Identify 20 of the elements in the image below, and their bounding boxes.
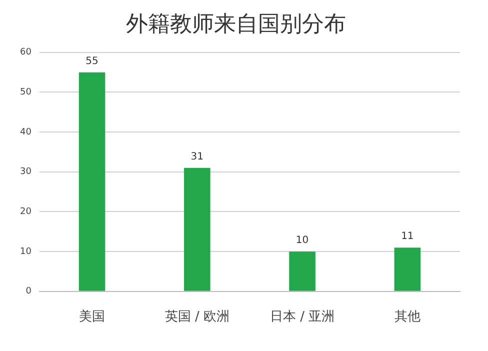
- bar: [78, 72, 106, 291]
- data-label: 55: [86, 56, 98, 67]
- y-tick-label: 60: [20, 48, 32, 58]
- x-tick-label: 日本 / 亚洲: [270, 310, 335, 325]
- y-tick-label: 30: [20, 167, 32, 178]
- y-tick-label: 10: [20, 246, 32, 257]
- bar: [184, 168, 210, 291]
- bar: [289, 252, 316, 291]
- data-label: 11: [401, 231, 414, 242]
- chart-title: 外籍教师来自国别分布: [126, 12, 346, 37]
- y-tick-label: 50: [20, 88, 32, 98]
- data-label: 10: [296, 235, 309, 246]
- x-tick-label: 其他: [394, 310, 420, 325]
- bar: [394, 248, 421, 291]
- data-label: 31: [190, 152, 204, 163]
- y-tick-label: 0: [26, 286, 32, 297]
- x-tick-label: 英国 / 欧洲: [164, 310, 230, 325]
- x-tick-label: 美国: [79, 308, 106, 325]
- y-tick-label: 20: [20, 207, 32, 218]
- y-tick-label: 40: [20, 127, 32, 138]
